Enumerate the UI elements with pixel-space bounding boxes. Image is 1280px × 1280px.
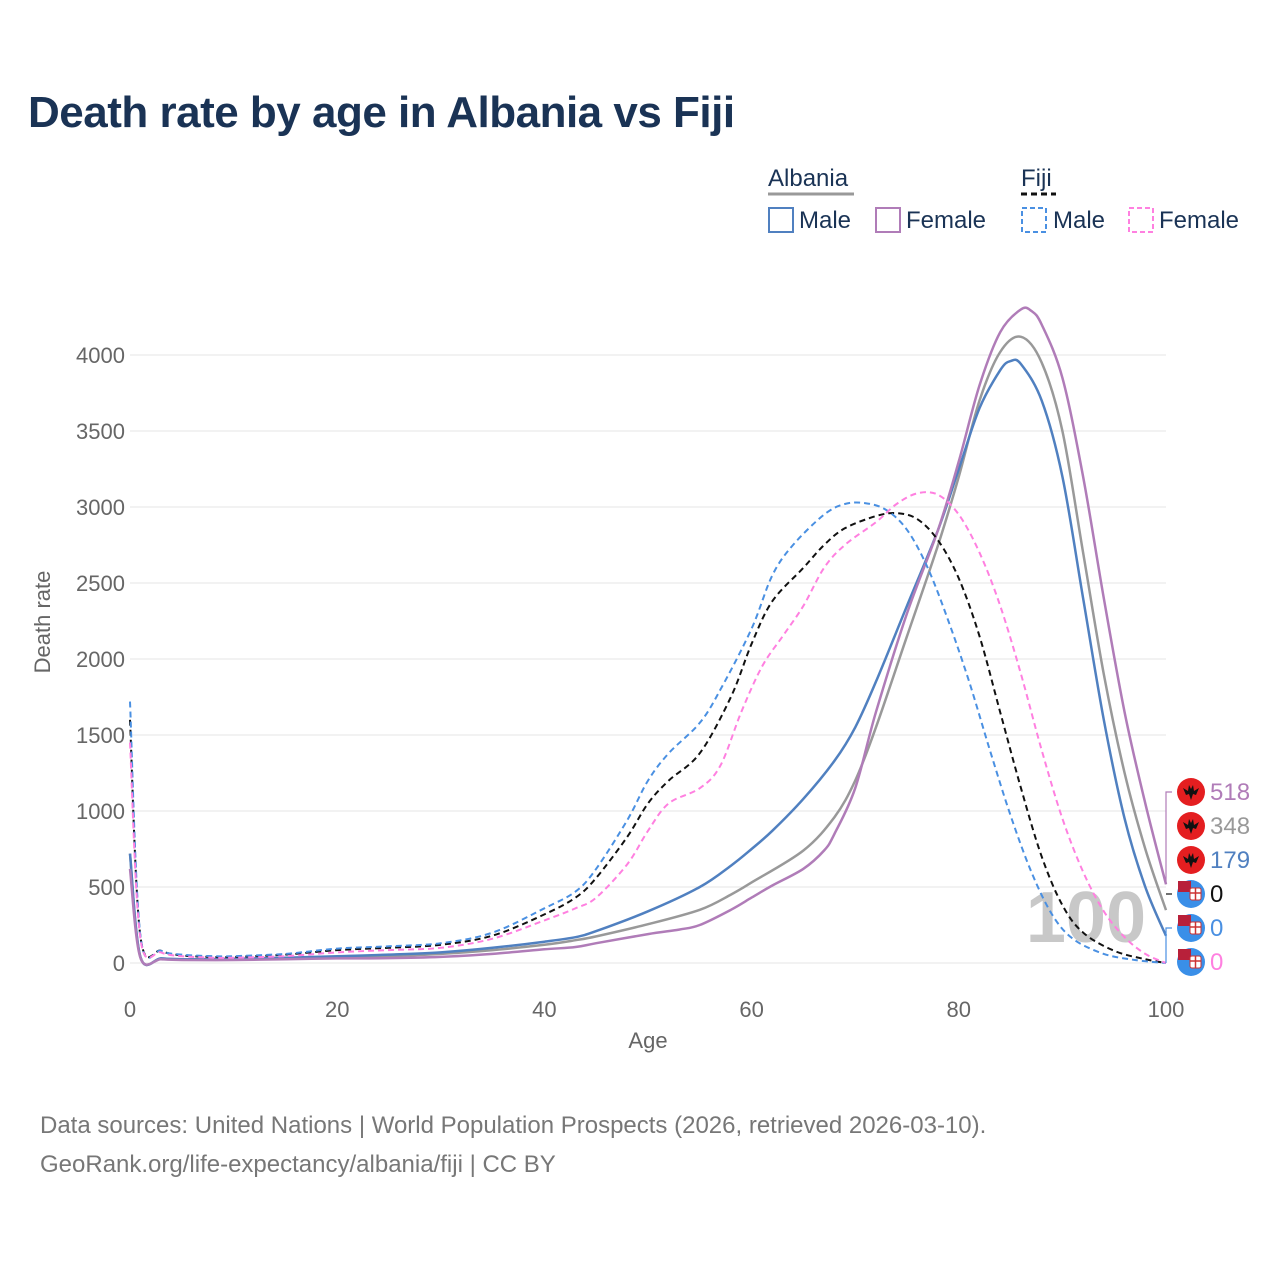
legend-fiji-male-label: Male [1053, 207, 1105, 234]
y-tick-label: 2000 [76, 647, 125, 672]
x-tick-label: 0 [124, 997, 136, 1022]
series-lines [128, 306, 1168, 967]
series-line-albania-female [128, 306, 1168, 966]
series-line-fiji-female [129, 491, 1167, 964]
series-line-fiji-total [129, 511, 1167, 964]
y-tick-labels: 0 500 1000 1500 2000 2500 3000 3500 4000 [76, 343, 125, 976]
footer-sources: Data sources: United Nations | World Pop… [40, 1112, 987, 1139]
series-line-fiji-male [129, 501, 1167, 964]
grid-lines [130, 354, 1166, 964]
end-value-label: 179 [1210, 847, 1250, 874]
end-markers: 518 348 179 0 0 0 [1165, 778, 1250, 976]
y-tick-label: 1000 [76, 799, 125, 824]
fiji-union-jack-icon [1178, 949, 1191, 960]
legend-fiji-female-label: Female [1159, 207, 1239, 234]
x-tick-label: 40 [532, 997, 556, 1022]
legend-fiji-female-swatch [1128, 207, 1154, 233]
y-tick-label: 0 [113, 951, 125, 976]
albania-eagle-icon [1183, 819, 1199, 834]
leader-line [1165, 927, 1172, 963]
end-value-label: 0 [1210, 949, 1223, 976]
legend-fiji-male-swatch [1021, 207, 1047, 233]
y-axis-label: Death rate [30, 571, 55, 674]
legend: Albania Male Female Fiji Male Female [768, 165, 1239, 234]
legend-group-fiji: Fiji [1021, 165, 1052, 192]
y-tick-label: 500 [88, 875, 125, 900]
end-value-label: 518 [1210, 779, 1250, 806]
end-value-label: 348 [1210, 813, 1250, 840]
albania-eagle-icon [1183, 853, 1199, 868]
legend-albania-female-label: Female [906, 207, 986, 234]
y-tick-label: 2500 [76, 571, 125, 596]
y-tick-label: 4000 [76, 343, 125, 368]
fiji-union-jack-icon [1178, 881, 1191, 892]
albania-eagle-icon [1183, 785, 1199, 800]
y-tick-label: 3500 [76, 419, 125, 444]
legend-albania-female-swatch [875, 207, 901, 233]
y-tick-label: 1500 [76, 723, 125, 748]
legend-group-albania: Albania [768, 165, 849, 192]
x-axis-label: Age [628, 1028, 667, 1053]
legend-albania-male-swatch [768, 207, 794, 233]
fiji-union-jack-icon [1178, 915, 1191, 926]
end-value-label: 0 [1210, 881, 1223, 908]
year-watermark: 100 [1026, 878, 1146, 958]
legend-albania-male-label: Male [799, 207, 851, 234]
x-tick-label: 60 [739, 997, 763, 1022]
x-tick-label: 20 [325, 997, 349, 1022]
leader-line [1165, 791, 1172, 885]
x-tick-labels: 0 20 40 60 80 100 [124, 997, 1184, 1022]
chart-title: Death rate by age in Albania vs Fiji [28, 88, 735, 137]
footer-link: GeoRank.org/life-expectancy/albania/fiji… [40, 1151, 556, 1178]
y-tick-label: 3000 [76, 495, 125, 520]
footer: Data sources: United Nations | World Pop… [40, 1106, 986, 1184]
x-tick-label: 80 [947, 997, 971, 1022]
series-line-albania-male [128, 358, 1168, 967]
end-value-label: 0 [1210, 915, 1223, 942]
x-tick-label: 100 [1148, 997, 1185, 1022]
